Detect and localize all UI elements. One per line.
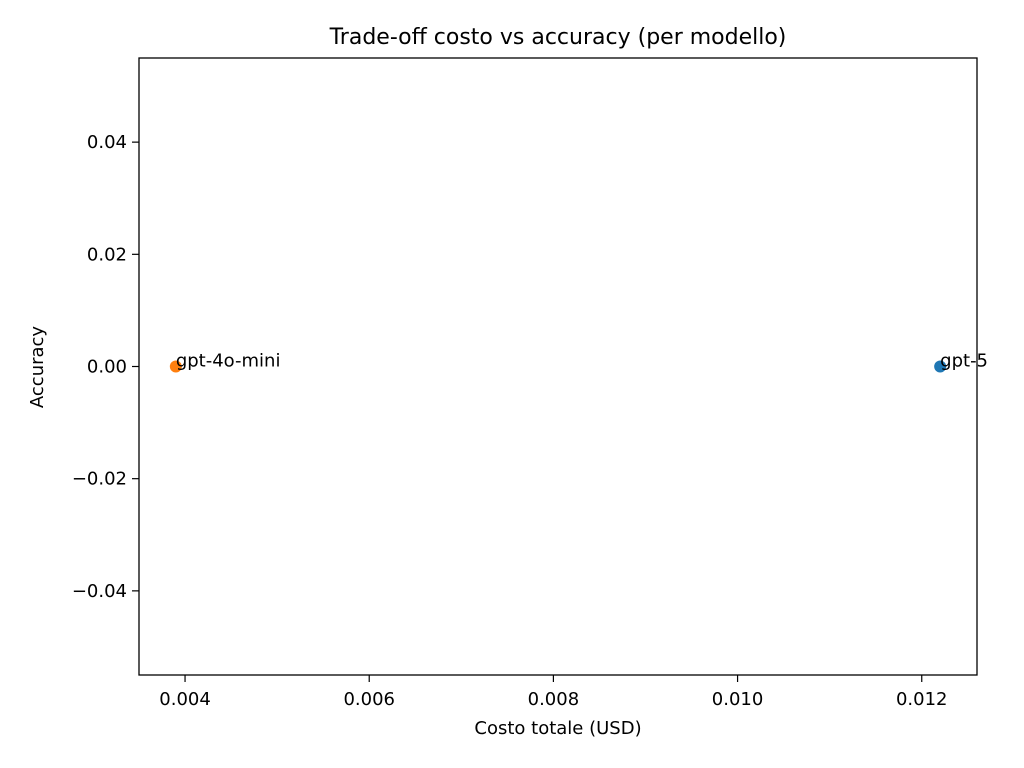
data-points: gpt-5 gpt-4o-mini: [169, 351, 988, 373]
x-tick-label: 0.010: [712, 689, 764, 710]
plot-area: [138, 57, 978, 676]
x-tick-label: 0.006: [343, 689, 395, 710]
x-tick-label: 0.008: [528, 689, 580, 710]
y-tick-label: −0.02: [72, 469, 127, 490]
y-tick-label: 0.04: [87, 132, 127, 153]
y-tick-label: 0.00: [87, 357, 127, 378]
y-axis-label: Accuracy: [27, 326, 48, 409]
x-axis-label: Costo totale (USD): [474, 718, 641, 739]
y-tick-label: −0.04: [72, 581, 127, 602]
point-label-gpt-4o-mini: gpt-4o-mini: [176, 351, 281, 372]
chart-title: Trade-off costo vs accuracy (per modello…: [329, 25, 787, 50]
x-tick-label: 0.012: [896, 689, 948, 710]
point-label-gpt-5: gpt-5: [940, 351, 988, 372]
x-axis-ticks: 0.004 0.006 0.008 0.010 0.012: [159, 675, 948, 710]
y-tick-label: 0.02: [87, 244, 127, 265]
y-axis-ticks: 0.04 0.02 0.00 −0.02 −0.04: [72, 132, 139, 602]
x-tick-label: 0.004: [159, 689, 211, 710]
data-point-gpt-4o-mini: [169, 360, 182, 373]
data-point-gpt-5: [934, 360, 947, 373]
